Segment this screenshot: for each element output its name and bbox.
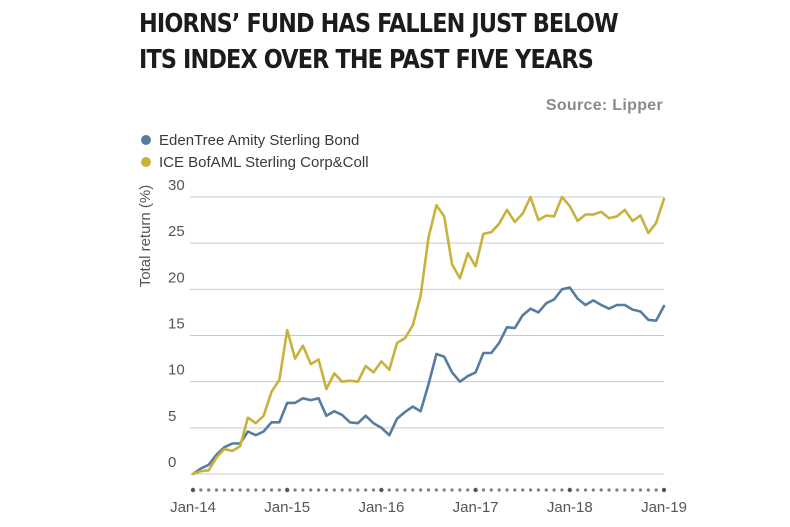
x-axis-dot bbox=[371, 488, 376, 492]
x-axis-dot bbox=[544, 488, 548, 492]
series-line-1 bbox=[191, 286, 666, 476]
x-axis-dot bbox=[214, 488, 219, 492]
x-tick-label: Jan-15 bbox=[264, 499, 310, 516]
x-tick-mark bbox=[473, 487, 478, 493]
chart-title: HIORNS’ FUND HAS FALLEN JUST BELOW ITS I… bbox=[139, 6, 655, 78]
x-axis-dot bbox=[403, 488, 407, 492]
x-axis-dot bbox=[489, 488, 493, 492]
x-tick-mark bbox=[190, 487, 196, 493]
x-axis-dot bbox=[466, 488, 470, 492]
x-axis-dot bbox=[317, 488, 321, 492]
x-axis-dot bbox=[591, 488, 595, 492]
x-axis-dot bbox=[293, 488, 297, 492]
y-axis-label: Total return (%) bbox=[137, 185, 154, 288]
x-axis-dot bbox=[638, 488, 643, 492]
y-tick-label: 20 bbox=[168, 269, 185, 286]
x-axis-dot bbox=[528, 488, 533, 492]
x-axis-dot bbox=[230, 488, 234, 492]
y-tick-label: 30 bbox=[168, 177, 185, 194]
x-axis-dot bbox=[254, 488, 258, 492]
x-tick-label: Jan-14 bbox=[170, 499, 216, 516]
x-axis-dot bbox=[277, 488, 281, 492]
x-axis-dot bbox=[411, 488, 415, 492]
x-axis-dot bbox=[324, 488, 329, 492]
y-tick-label: 5 bbox=[168, 408, 176, 425]
x-axis-dot bbox=[615, 488, 619, 492]
x-axis-dot bbox=[419, 488, 423, 492]
x-axis-dot bbox=[207, 488, 211, 492]
x-axis-dot bbox=[450, 488, 454, 492]
chart-source: Source: Lipper bbox=[545, 97, 663, 114]
x-axis-dot bbox=[481, 488, 486, 492]
x-axis-dot bbox=[576, 488, 580, 492]
x-axis-dot bbox=[607, 488, 611, 492]
x-axis-dot bbox=[364, 488, 368, 492]
x-axis-dot bbox=[583, 488, 588, 492]
x-axis-dot bbox=[222, 488, 226, 492]
x-axis-dot bbox=[199, 488, 203, 492]
x-axis-dot bbox=[356, 488, 360, 492]
x-tick-mark bbox=[379, 487, 384, 493]
y-tick-label: 10 bbox=[168, 362, 185, 379]
x-tick-mark bbox=[661, 487, 667, 493]
x-axis-dot bbox=[521, 488, 525, 492]
x-axis-dot bbox=[599, 488, 603, 492]
x-axis-dot bbox=[246, 488, 250, 492]
x-axis-dot bbox=[552, 488, 556, 492]
legend-marker-1 bbox=[141, 135, 151, 145]
x-axis-dot bbox=[332, 488, 336, 492]
x-axis-dot bbox=[497, 488, 501, 492]
x-tick-mark bbox=[285, 487, 290, 493]
x-tick-label: Jan-17 bbox=[453, 499, 499, 516]
x-axis-dot bbox=[387, 488, 391, 492]
x-axis-dot bbox=[623, 488, 627, 492]
x-axis-dot bbox=[395, 488, 399, 492]
x-axis-dot bbox=[301, 488, 305, 492]
x-axis-dot bbox=[309, 488, 313, 492]
x-axis-dot bbox=[536, 488, 541, 492]
x-axis-dot bbox=[238, 488, 242, 492]
x-tick-mark bbox=[567, 487, 572, 493]
x-axis-dot bbox=[426, 488, 431, 492]
x-axis-dot bbox=[631, 488, 635, 492]
series-line-2 bbox=[191, 195, 666, 476]
x-axis-dot bbox=[505, 488, 509, 492]
x-axis-dot bbox=[269, 488, 274, 492]
x-axis-dot bbox=[560, 488, 564, 492]
y-tick-label: 0 bbox=[168, 454, 176, 471]
chart-title-line-2: ITS INDEX OVER THE PAST FIVE YEARS bbox=[139, 45, 594, 75]
x-tick-label: Jan-18 bbox=[547, 499, 593, 516]
x-axis-dot bbox=[654, 488, 658, 492]
x-axis-dot bbox=[340, 488, 344, 492]
x-axis-dot bbox=[262, 488, 266, 492]
legend-marker-2 bbox=[141, 157, 151, 167]
legend-label-2: ICE BofAML Sterling Corp&Coll bbox=[159, 154, 369, 171]
x-axis-dot bbox=[646, 488, 650, 492]
chart-title-line-1: HIORNS’ FUND HAS FALLEN JUST BELOW bbox=[139, 9, 619, 39]
x-tick-label: Jan-19 bbox=[641, 499, 687, 516]
y-tick-label: 15 bbox=[168, 316, 185, 333]
legend-label-1: EdenTree Amity Sterling Bond bbox=[159, 132, 359, 149]
x-axis-dot bbox=[348, 488, 352, 492]
x-axis-dot bbox=[442, 488, 446, 492]
x-tick-label: Jan-16 bbox=[358, 499, 404, 516]
y-tick-label: 25 bbox=[168, 223, 185, 240]
x-axis-dot bbox=[434, 488, 438, 492]
x-axis-dot bbox=[513, 488, 517, 492]
x-axis-dot bbox=[458, 488, 462, 492]
